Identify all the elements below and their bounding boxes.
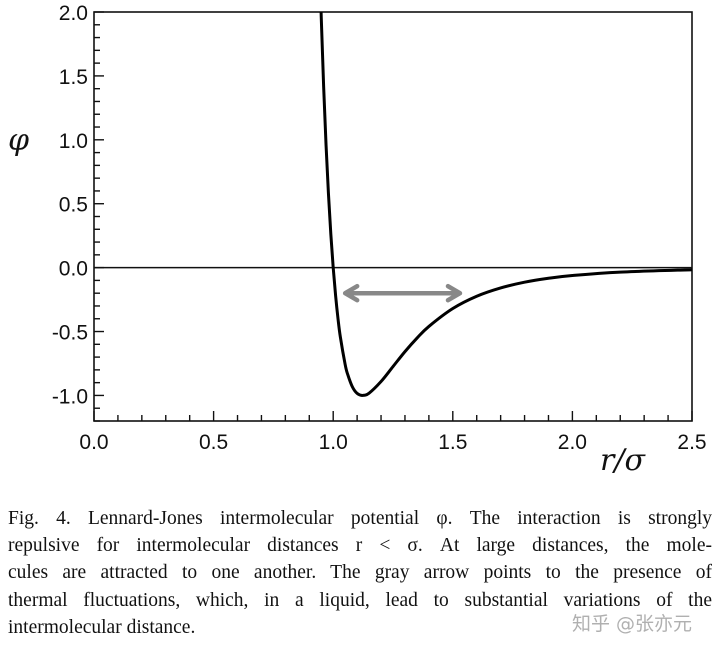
x-tick-label: 1.5: [438, 431, 467, 454]
caption-line: thermal fluctuations, which, in a liquid…: [8, 589, 712, 611]
axis-ticks: [93, 11, 693, 422]
y-tick-label: -1.0: [52, 385, 88, 408]
y-axis-title: φ: [8, 123, 29, 158]
y-tick-label: 0.0: [59, 258, 88, 281]
x-tick-label: 0.5: [199, 431, 228, 454]
plot-frame: [93, 11, 693, 422]
y-tick-label: -0.5: [52, 322, 88, 345]
tick-labels: 0.0 0.5 1.0 1.5 2.0 2.5 2.0 1.5 1.0 0.5 0.0 -0.5 -1.…: [52, 2, 707, 454]
lennard-jones-chart: 0.0 0.5 1.0 1.5 2.0 2.5 2.0 1.5 1.0 0.5 0.0 -0.5 -1.…: [8, 2, 707, 478]
x-axis-title: r/σ: [600, 443, 646, 478]
arrow-head-left: [342, 283, 360, 303]
x-tick-label: 2.0: [558, 431, 587, 454]
caption-line: cules are attracted to one another. The …: [8, 562, 712, 584]
thermal-fluctuation-arrow: [342, 283, 463, 303]
y-tick-label: 0.5: [59, 194, 88, 217]
watermark: 知乎 @张亦元: [572, 613, 693, 635]
caption-line: repulsive for intermolecular distances r…: [8, 535, 712, 557]
y-tick-label: 2.0: [59, 2, 88, 25]
caption-line: intermolecular distance.: [8, 616, 196, 638]
arrow-head-right: [445, 283, 463, 303]
potential-curve: [319, 12, 692, 397]
y-tick-label: 1.5: [59, 66, 88, 89]
x-tick-label: 1.0: [319, 431, 348, 454]
x-tick-label: 0.0: [79, 431, 108, 454]
y-tick-label: 1.0: [59, 130, 88, 153]
caption-line: Fig. 4. Lennard-Jones intermolecular pot…: [8, 508, 712, 529]
x-tick-label: 2.5: [677, 431, 706, 454]
figure-caption: Fig. 4. Lennard-Jones intermolecular pot…: [8, 505, 712, 641]
